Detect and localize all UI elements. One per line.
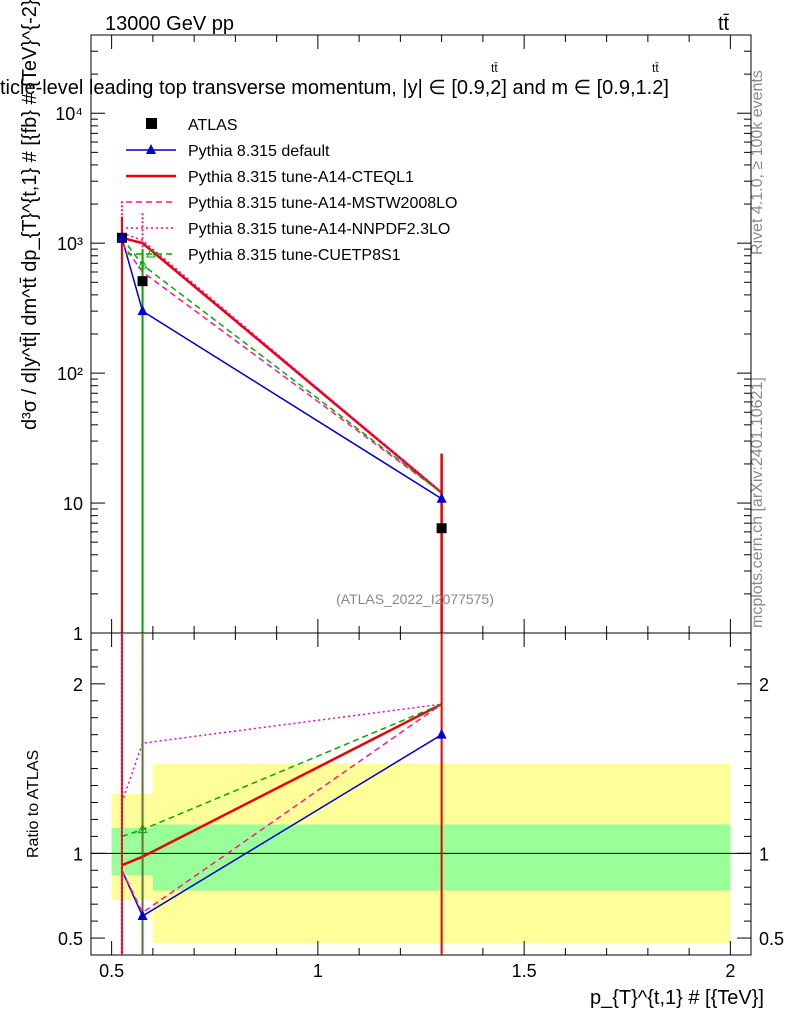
ratio-default-marker [137,910,148,921]
rivet-label: Rivet 4.1.0, ≥ 100k events [749,70,766,255]
legend-label: ATLAS [188,117,238,134]
main-series [116,201,447,633]
ratio-cuetp-marker [137,823,148,834]
ratio-ylabel: Ratio to ATLAS [25,750,42,858]
y-tick-label: 10⁴ [55,104,83,124]
ratio-bands [91,763,751,944]
ratio-y-tick-label-right: 0.5 [759,929,784,949]
plot-title: ticle-level leading top transverse momen… [0,77,669,99]
title-part2: | ∈ [0.9,2] and m [418,77,568,99]
analysis-watermark: (ATLAS_2022_I2077575) [336,591,494,607]
ratio-y-tick-label: 1 [73,844,83,864]
x-axis-label: p_{T}^{t,1} # [{TeV}] [590,987,764,1009]
title-superscript-m: tt̄ [652,61,659,75]
series-line [121,242,443,494]
legend-marker-default [146,144,156,154]
default-marker [116,231,127,242]
ratio-y-tick-label: 0.5 [58,929,83,949]
ratio-y-tick-label: 2 [73,675,83,695]
ratio-series [120,633,447,955]
legend-label: Pythia 8.315 default [188,143,330,160]
ratio-series-line [121,703,442,803]
ratio-y-tick-label-right: 1 [759,844,769,864]
y-tick-label: 10² [57,364,83,384]
atlas-data-point [436,523,447,534]
title-part1: ticle-level leading top transverse momen… [0,77,418,99]
ratio-y-tick-label-right: 2 [759,675,769,695]
legend: ATLAS Pythia 8.315 default Pythia 8.315 tu… [126,117,457,264]
legend-marker-atlas [146,118,157,129]
mcplots-label: mcplots.cern.ch [arXiv:2401.10621] [749,377,766,628]
ratio-series-line [121,703,443,914]
series-line [121,236,443,494]
default-marker [436,492,447,503]
x-tick-label: 1.5 [512,961,537,981]
title-part3: ∈ [0.9,1.2] [568,77,669,99]
legend-label: Pythia 8.315 tune-A14-NNPDF2.3LO [188,221,450,238]
y-tick-label: 10³ [57,234,83,254]
legend-marker-cuetp [146,247,156,258]
ratio-frame [90,632,752,956]
main-ylabel: d³σ / d|y^tt̄| dm^tt̄ dp_{T}^{t,1} # [{f… [19,0,41,430]
title-superscript-y: tt̄ [491,61,498,75]
cuetp-marker [137,258,148,269]
y-tick-label: 10 [63,494,83,514]
ratio-panel: 0.5 0.5 1 1 2 2 0.5 1 1.5 2 Ratio to ATLAS p_{T}^… [25,632,784,1009]
main-panel: 1 10 10² 10³ 10⁴ (ATLAS_2022_I2077575) d³σ /… [19,0,752,644]
main-ticks: 1 10 10² 10³ 10⁴ [55,34,751,644]
legend-label: Pythia 8.315 tune-CUETP8S1 [188,247,401,264]
x-tick-label: 0.5 [99,961,124,981]
legend-label: Pythia 8.315 tune-A14-CTEQL1 [188,169,414,186]
x-tick-label: 2 [725,961,735,981]
atlas-data-point [137,276,148,287]
series-line [121,237,443,500]
energy-label: 13000 GeV pp [105,13,234,35]
x-tick-label: 1 [313,961,323,981]
legend-label: Pythia 8.315 tune-A14-MSTW2008LO [188,195,457,212]
y-tick-label: 1 [73,624,83,644]
process-label: tt̄ [718,13,730,35]
default-marker [137,305,148,316]
ratio-ticks: 0.5 0.5 1 1 2 2 0.5 1 1.5 2 [58,633,784,981]
ratio-default-marker [436,728,447,739]
series-line [121,232,443,494]
series-line [121,237,443,494]
